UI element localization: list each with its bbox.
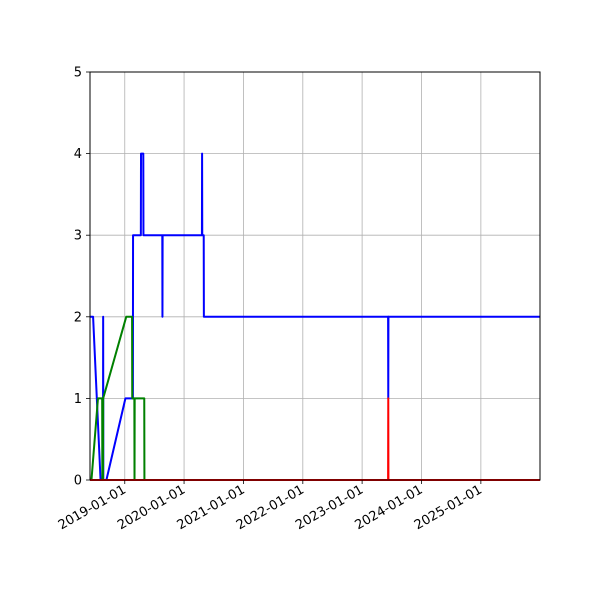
y-tick-label: 1 — [74, 392, 82, 407]
grid — [90, 72, 540, 480]
series-line-0 — [90, 152, 540, 481]
y-tick-label: 3 — [74, 229, 82, 244]
y-tick-label: 0 — [74, 474, 82, 489]
y-axis: 0 1 2 3 4 5 — [74, 66, 90, 489]
y-tick-label: 2 — [74, 310, 82, 325]
series-line-1 — [90, 315, 540, 481]
y-tick-label: 4 — [74, 147, 82, 162]
y-tick-label: 5 — [74, 66, 82, 81]
plot-frame — [89, 71, 541, 481]
